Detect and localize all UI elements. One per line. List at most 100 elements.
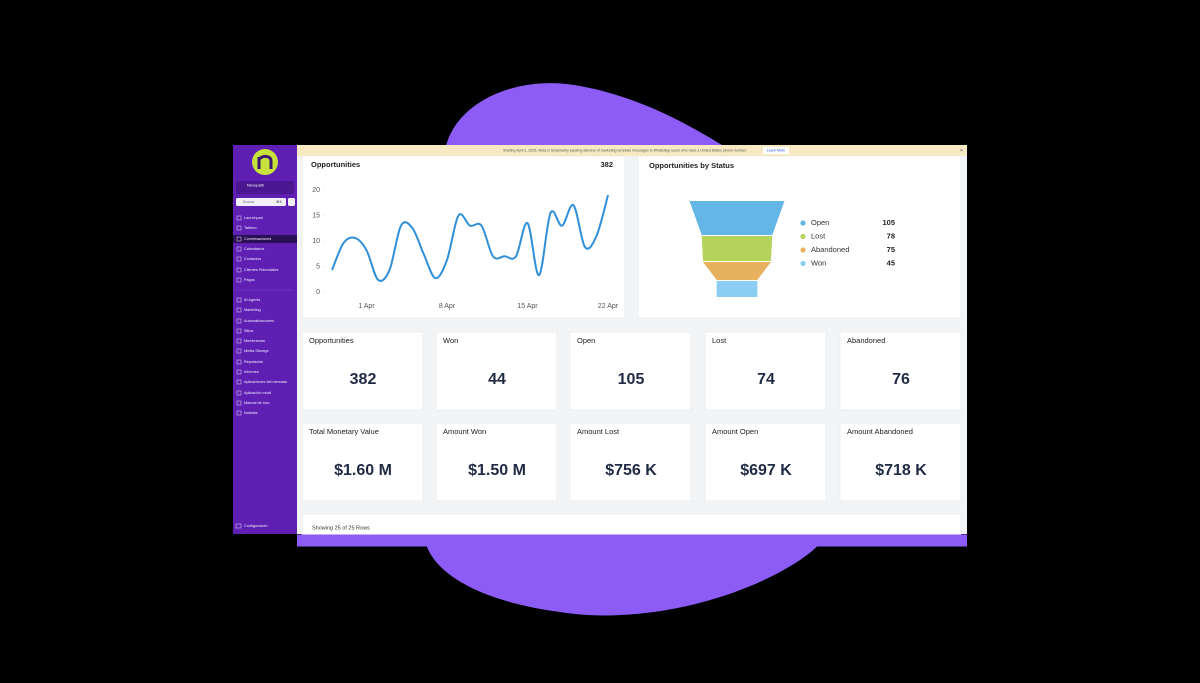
y-tick-label: 5: [316, 263, 320, 270]
menu-item[interactable]: Reputación: [244, 360, 263, 364]
menu-item[interactable]: Automatizaciones: [244, 319, 274, 323]
menu-item[interactable]: AI Agents: [244, 298, 260, 302]
menu-item[interactable]: Sitios: [244, 329, 253, 333]
legend-dot: [800, 247, 806, 253]
funnel-segment: [703, 262, 771, 280]
kpi-value: $697 K: [740, 462, 792, 479]
menu-icon: [236, 236, 242, 242]
menu-icon: [236, 410, 242, 416]
x-tick-label: 1 Apr: [358, 303, 375, 310]
menu-icon: [236, 307, 242, 313]
logo: [252, 149, 278, 175]
kpi-value: $756 K: [605, 462, 657, 479]
menu-icon: [236, 338, 242, 344]
menu-item[interactable]: Noticias: [244, 411, 258, 415]
menu-icon: [236, 328, 242, 334]
menu-icon: [236, 277, 242, 283]
kpi-label: Opportunities: [309, 336, 354, 345]
kpi-card: [704, 331, 827, 411]
menu-item[interactable]: Membresías: [244, 339, 265, 343]
kpi-value: 74: [757, 371, 775, 388]
add-button[interactable]: [288, 198, 295, 206]
banner-close[interactable]: ×: [960, 148, 963, 154]
legend-dot: [800, 220, 806, 226]
kpi-value: $1.50 M: [468, 462, 526, 479]
menu-item[interactable]: Manual de Uso: [244, 401, 270, 405]
kpi-value: 105: [618, 371, 645, 388]
banner-link[interactable]: Learn More: [767, 148, 785, 152]
menu-item[interactable]: Aplicaciones del mercado: [244, 380, 287, 384]
kpi-value: 44: [488, 371, 506, 388]
y-tick-label: 10: [312, 238, 320, 245]
legend-label: Lost: [811, 231, 826, 240]
menu-icon: [236, 225, 242, 231]
location-box[interactable]: [236, 181, 294, 194]
sidebar: [233, 145, 297, 534]
menu-icon: [236, 246, 242, 252]
chart-title: Opportunities by Status: [649, 161, 734, 170]
menu-icon: [236, 256, 242, 262]
line-series: [331, 194, 609, 282]
menu-icon: [236, 369, 242, 375]
menu-item[interactable]: Conversaciones: [244, 237, 271, 241]
banner: [297, 145, 967, 156]
menu-item[interactable]: Marketing: [244, 308, 261, 312]
menu-icon: [236, 390, 242, 396]
location-name: Nexopath: [247, 183, 264, 188]
kpi-card: [569, 331, 692, 411]
kpi-label: Lost: [712, 336, 727, 345]
search: Buscar: [243, 200, 255, 204]
menu-icon: [236, 297, 242, 303]
kpi-card: [435, 331, 558, 411]
menu-item[interactable]: Tablero: [244, 226, 256, 230]
kpi-card: [301, 331, 424, 411]
menu-item[interactable]: Clientes Potenciales: [244, 268, 279, 272]
menu-item[interactable]: Pagos: [244, 278, 255, 282]
menu-item[interactable]: Contactos: [244, 257, 261, 261]
kpi-label: Amount Lost: [577, 427, 620, 436]
legend-label: Abandoned: [811, 245, 849, 254]
kpi-value: $718 K: [875, 462, 927, 479]
menu-icon: [236, 400, 242, 406]
menu-item[interactable]: Aplicación móvil: [244, 391, 271, 395]
menu-icon: [236, 348, 242, 354]
x-tick-label: 22 Apr: [598, 303, 619, 310]
menu-icon: [236, 379, 242, 385]
menu-icon: [236, 267, 242, 273]
kpi-value: 76: [892, 371, 910, 388]
kpi-value: $1.60 M: [334, 462, 392, 479]
banner-link-box[interactable]: [763, 147, 789, 154]
settings-icon: [235, 523, 242, 529]
kpi-card: [435, 422, 558, 502]
menu-item[interactable]: Calendarios: [244, 247, 264, 251]
menu-item[interactable]: Launchpad: [244, 216, 263, 220]
legend-label: Open: [811, 218, 829, 227]
kpi-label: Open: [577, 336, 595, 345]
table-caption: Showing 25 of 25 Rows: [312, 525, 370, 531]
legend-value: 45: [887, 258, 895, 267]
kpi-label: Amount Open: [712, 427, 758, 436]
active-item: [233, 235, 297, 243]
funnel-segment: [689, 201, 785, 235]
y-tick-label: 15: [312, 212, 320, 219]
kpi-label: Won: [443, 336, 458, 345]
menu-icon: [236, 359, 242, 365]
chart-total: 382: [600, 160, 613, 169]
legend-value: 75: [887, 245, 895, 254]
line-panel: [301, 155, 626, 319]
search-box[interactable]: [236, 198, 286, 206]
legend-value: 105: [882, 218, 895, 227]
legend-label: Won: [811, 258, 826, 267]
menu-item[interactable]: Media Storage: [244, 349, 269, 353]
funnel-panel: [637, 155, 962, 319]
legend-value: 78: [887, 231, 895, 240]
kpi-label: Abandoned: [847, 336, 885, 345]
logo-mark: [257, 154, 273, 169]
y-tick-label: 0: [316, 289, 320, 296]
menu-item[interactable]: Informes: [244, 370, 259, 374]
settings[interactable]: Configuración: [244, 524, 267, 528]
kpi-card: [569, 422, 692, 502]
funnel-segment: [716, 281, 758, 297]
x-tick-label: 8 Apr: [439, 303, 456, 310]
